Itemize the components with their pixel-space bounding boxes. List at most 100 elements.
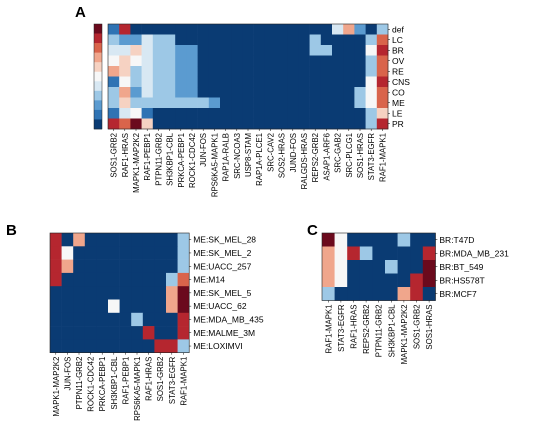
heatmap-cell-a-5-5: [164, 76, 176, 88]
heatmap-cell-a-6-4: [152, 87, 165, 98]
heatmap-cell-b-6-1: [61, 312, 74, 327]
colorbar-segment: [94, 71, 102, 82]
heatmap-cell-a-3-13: [253, 55, 266, 67]
colorbar-segment: [94, 33, 102, 44]
heatmap-cell-b-3-10: [166, 272, 178, 287]
heatmap-cell-a-0-4: [152, 24, 165, 35]
heatmap-cell-a-3-11: [231, 55, 243, 67]
heatmap-cell-c-1-1: [334, 246, 348, 261]
heatmap-cell-a-2-6: [175, 45, 187, 56]
column-label-a: SRC-PLCG1: [345, 133, 354, 178]
heatmap-cell-c-0-2: [347, 233, 361, 247]
heatmap-cell-b-8-7: [131, 339, 144, 353]
heatmap-cell-c-4-4: [372, 287, 386, 301]
heatmap-cell-a-1-8: [197, 34, 210, 46]
column-label-b: MAPK1-MAP2K2: [52, 357, 61, 417]
heatmap-cell-a-2-20: [332, 45, 344, 56]
heatmap-cell-b-5-8: [142, 299, 155, 314]
heatmap-cell-b-0-7: [131, 233, 144, 247]
heatmap-cell-c-2-0: [322, 260, 335, 274]
heatmap-cell-a-7-7: [186, 97, 198, 109]
heatmap-cell-b-0-5: [108, 233, 120, 247]
heatmap-cell-a-6-10: [220, 87, 232, 98]
heatmap-cell-a-3-9: [208, 55, 221, 67]
heatmap-cell-a-3-5: [164, 55, 176, 67]
heatmap-cell-a-3-18: [309, 55, 322, 67]
row-label-a: LC: [392, 35, 403, 45]
heatmap-cell-a-8-16: [287, 108, 299, 119]
heatmap-cell-a-7-2: [130, 97, 142, 109]
heatmap-cell-a-9-13: [253, 118, 266, 130]
heatmap-cell-b-8-4: [96, 339, 109, 353]
heatmap-cell-a-7-23: [365, 97, 378, 109]
heatmap-cell-b-2-10: [166, 259, 178, 274]
heatmap-cell-b-0-3: [84, 233, 97, 247]
heatmap-cell-a-7-0: [108, 97, 120, 109]
heatmap-cell-a-2-18: [309, 45, 322, 56]
heatmap-cell-a-1-15: [276, 34, 288, 46]
colorbar-segment: [94, 81, 102, 92]
heatmap-cell-b-7-11: [177, 326, 190, 340]
heatmap-cell-a-1-22: [354, 34, 366, 46]
heatmap-cell-c-1-4: [372, 246, 386, 261]
colorbar-segment: [94, 90, 102, 101]
heatmap-cell-a-1-20: [332, 34, 344, 46]
heatmap-cell-a-7-4: [152, 97, 165, 109]
heatmap-cell-c-1-6: [397, 246, 411, 261]
heatmap-cell-a-2-22: [354, 45, 366, 56]
heatmap-cell-b-2-4: [96, 259, 109, 274]
heatmap-cell-b-5-4: [96, 299, 109, 314]
heatmap-cell-b-3-4: [96, 272, 109, 287]
heatmap-cell-b-3-3: [84, 272, 97, 287]
heatmap-cell-b-8-9: [154, 339, 167, 353]
column-label-a: RALGDS-HRAS: [300, 133, 309, 189]
heatmap-cell-b-6-2: [73, 312, 86, 327]
heatmap-cell-a-9-19: [320, 118, 333, 130]
heatmap-cell-c-2-4: [372, 260, 386, 274]
heatmap-cell-b-4-5: [108, 286, 120, 300]
heatmap-cell-a-0-2: [130, 24, 142, 35]
heatmap-cell-b-2-1: [61, 259, 74, 274]
heatmap-cell-a-8-8: [197, 108, 210, 119]
heatmap-cell-a-4-5: [164, 66, 176, 77]
heatmap-cell-a-5-16: [287, 76, 299, 88]
heatmap-cell-b-5-3: [84, 299, 97, 314]
heatmap-cell-a-3-8: [197, 55, 210, 67]
heatmap-cell-a-8-6: [175, 108, 187, 119]
heatmap-cell-b-0-1: [61, 233, 74, 247]
heatmap-cell-c-1-2: [347, 246, 361, 261]
row-label-a: CNS: [392, 77, 410, 87]
heatmap-cell-a-8-21: [343, 108, 355, 119]
heatmap-cell-a-3-1: [119, 55, 131, 67]
row-label-a: ME: [392, 98, 405, 108]
heatmap-cell-b-6-0: [50, 312, 62, 327]
heatmap-cell-a-6-23: [365, 87, 378, 98]
heatmap-cell-a-2-4: [152, 45, 165, 56]
heatmap-cell-a-1-24: [376, 34, 389, 46]
heatmap-cell-a-3-21: [343, 55, 355, 67]
heatmap-cell-a-0-0: [108, 24, 120, 35]
heatmap-cell-a-5-1: [119, 76, 131, 88]
heatmap-cell-a-4-24: [376, 66, 389, 77]
heatmap-cell-b-4-0: [50, 286, 62, 300]
heatmap-cell-a-0-18: [309, 24, 322, 35]
heatmap-cell-b-7-3: [84, 326, 97, 340]
column-label-b: RAF1-PEBP1: [121, 357, 130, 405]
row-label-c: BR:HS578T: [439, 275, 484, 285]
heatmap-cell-b-1-11: [177, 246, 190, 260]
heatmap-cell-a-2-8: [197, 45, 210, 56]
heatmap-cell-a-1-10: [220, 34, 232, 46]
heatmap-cell-c-0-1: [334, 233, 348, 247]
heatmap-cell-a-5-6: [175, 76, 187, 88]
heatmap-cell-a-4-11: [231, 66, 243, 77]
colorbar-segment: [94, 119, 102, 130]
heatmap-cell-c-3-1: [334, 273, 348, 288]
heatmap-cell-b-6-3: [84, 312, 97, 327]
heatmap-cell-a-5-17: [298, 76, 310, 88]
heatmap-cell-a-3-2: [130, 55, 142, 67]
heatmap-cell-c-0-0: [322, 233, 335, 247]
heatmap-cell-a-0-11: [231, 24, 243, 35]
heatmap-cell-a-2-11: [231, 45, 243, 56]
heatmap-cell-a-7-13: [253, 97, 266, 109]
heatmap-cell-a-4-7: [186, 66, 198, 77]
